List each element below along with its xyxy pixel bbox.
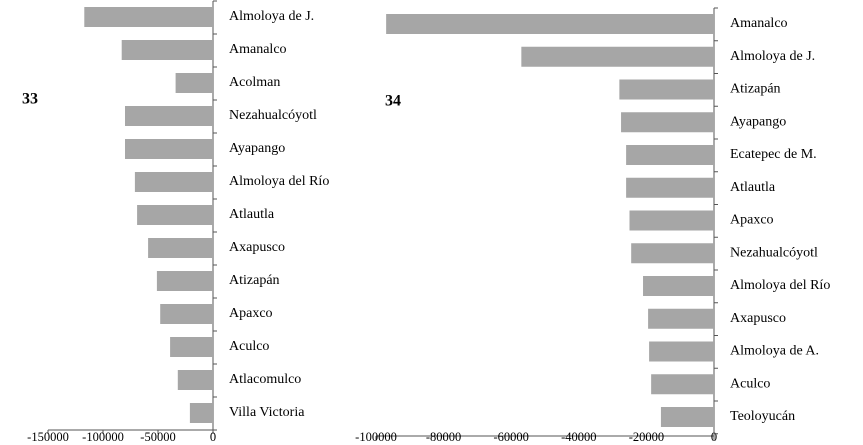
- bar: [160, 304, 213, 324]
- x-tick-label: -100000: [355, 430, 397, 444]
- category-label: Atizapán: [229, 273, 280, 288]
- bar: [629, 210, 714, 231]
- x-tick-label: -80000: [426, 430, 461, 444]
- x-tick-label: 0: [210, 430, 216, 444]
- bar: [125, 106, 213, 126]
- category-label: Axapusco: [730, 311, 786, 326]
- category-label: Atlautla: [730, 180, 776, 195]
- bar: [631, 243, 714, 264]
- bar: [148, 238, 213, 258]
- x-tick-label: -40000: [561, 430, 596, 444]
- bar: [626, 145, 714, 165]
- category-label: Acolman: [229, 75, 280, 90]
- category-label: Apaxco: [229, 306, 273, 321]
- bar: [648, 308, 714, 329]
- x-tick-label: -50000: [140, 430, 175, 444]
- bar: [134, 172, 213, 192]
- category-label: Nezahualcóyotl: [229, 108, 317, 123]
- bar: [175, 73, 213, 93]
- bar: [84, 7, 213, 27]
- category-label: Almoloya de A.: [730, 344, 819, 359]
- category-label: Amanalco: [730, 16, 788, 31]
- category-label: Almoloya del Río: [229, 174, 329, 189]
- category-label: Aculco: [229, 339, 269, 354]
- category-label: Almoloya de J.: [229, 9, 314, 24]
- bar: [626, 177, 714, 198]
- category-label: Atlacomulco: [229, 372, 301, 387]
- bar: [137, 205, 213, 225]
- panel-label: 33: [22, 91, 38, 108]
- x-tick-label: -150000: [27, 430, 69, 444]
- panel-label: 34: [385, 93, 401, 110]
- category-label: Atlautla: [229, 207, 275, 222]
- x-tick-label: -60000: [493, 430, 528, 444]
- x-tick-label: 0: [711, 430, 717, 444]
- bar: [156, 271, 213, 291]
- category-label: Ecatepec de M.: [730, 147, 817, 162]
- bar: [660, 407, 714, 427]
- bar: [619, 79, 714, 100]
- category-label: Ayapango: [229, 141, 285, 156]
- category-label: Teoloyucán: [730, 409, 795, 424]
- bar: [386, 14, 714, 34]
- bar: [621, 112, 714, 133]
- category-label: Axapusco: [229, 240, 285, 255]
- bar: [521, 46, 714, 67]
- bar: [651, 374, 714, 395]
- category-label: Ayapango: [730, 114, 786, 129]
- category-label: Nezahualcóyotl: [730, 245, 818, 260]
- category-label: Atizapán: [730, 82, 781, 97]
- category-label: Villa Victoria: [229, 405, 305, 420]
- bar: [643, 276, 714, 296]
- category-label: Almoloya del Río: [730, 278, 830, 293]
- x-tick-label: -20000: [629, 430, 664, 444]
- bar: [170, 337, 213, 357]
- category-label: Aculco: [730, 376, 770, 391]
- x-tick-label: -100000: [82, 430, 124, 444]
- bar: [177, 370, 213, 390]
- bar: [121, 40, 213, 60]
- bar: [189, 403, 213, 423]
- category-label: Apaxco: [730, 213, 774, 228]
- category-label: Amanalco: [229, 42, 287, 57]
- category-label: Almoloya de J.: [730, 49, 815, 64]
- bar: [649, 341, 714, 362]
- bar: [125, 139, 213, 159]
